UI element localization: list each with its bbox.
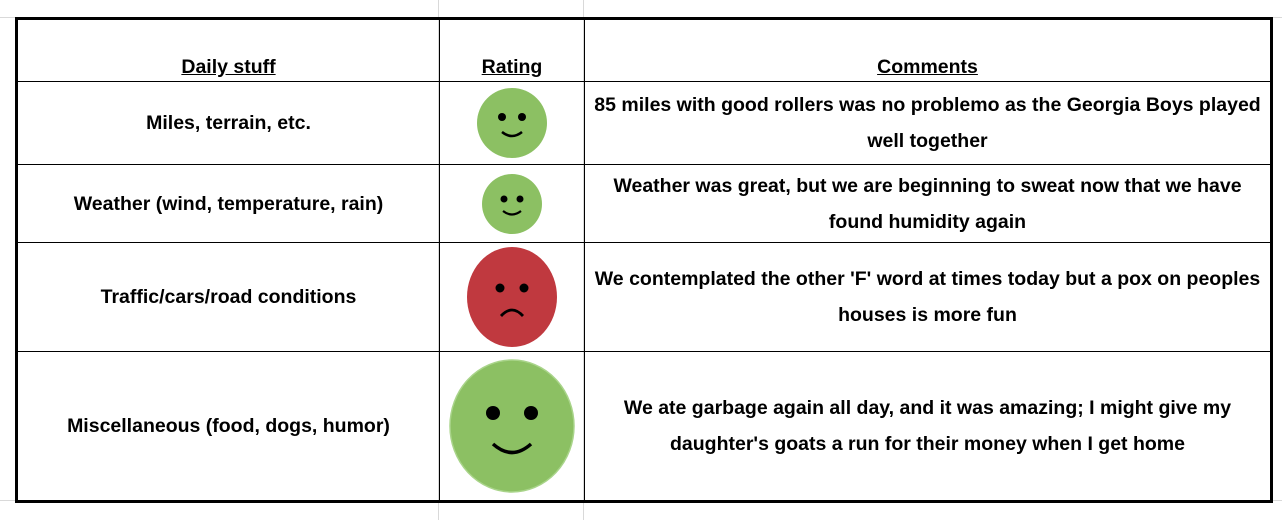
rating-cell bbox=[439, 351, 585, 502]
header-row: Daily stuff Rating Comments bbox=[16, 18, 1272, 82]
smiley bbox=[477, 88, 547, 158]
smiley bbox=[482, 173, 542, 234]
header-cell: Daily stuff bbox=[16, 18, 440, 82]
row: Traffic/cars/road conditions We contempl… bbox=[16, 242, 1272, 352]
header-text: Daily stuff bbox=[181, 56, 276, 78]
header-text: Rating bbox=[481, 56, 543, 78]
row: Miles, terrain, etc. 85 miles with good … bbox=[16, 81, 1272, 165]
header-cell: Rating bbox=[439, 18, 585, 82]
header-cell: Comments bbox=[584, 18, 1272, 82]
comment: We ate garbage again all day, and it was… bbox=[584, 351, 1272, 502]
category: Miles, terrain, etc. bbox=[16, 81, 440, 165]
comment: We contemplated the other 'F' word at ti… bbox=[584, 242, 1272, 352]
row: Miscellaneous (food, dogs, humor) We ate… bbox=[16, 351, 1272, 502]
rating-table: Daily stuff Rating Comments Miles, terra… bbox=[15, 17, 1273, 503]
category: Miscellaneous (food, dogs, humor) bbox=[16, 351, 440, 502]
rating-cell bbox=[439, 81, 585, 165]
rating-cell bbox=[439, 242, 585, 352]
header-text: Comments bbox=[877, 56, 978, 78]
smiley bbox=[449, 359, 575, 493]
category: Traffic/cars/road conditions bbox=[16, 242, 440, 352]
frowny bbox=[467, 247, 557, 347]
rating-cell bbox=[439, 164, 585, 243]
category: Weather (wind, temperature, rain) bbox=[16, 164, 440, 243]
comment: Weather was great, but we are beginning … bbox=[584, 164, 1272, 243]
row: Weather (wind, temperature, rain) Weathe… bbox=[16, 164, 1272, 243]
comment: 85 miles with good rollers was no proble… bbox=[584, 81, 1272, 165]
